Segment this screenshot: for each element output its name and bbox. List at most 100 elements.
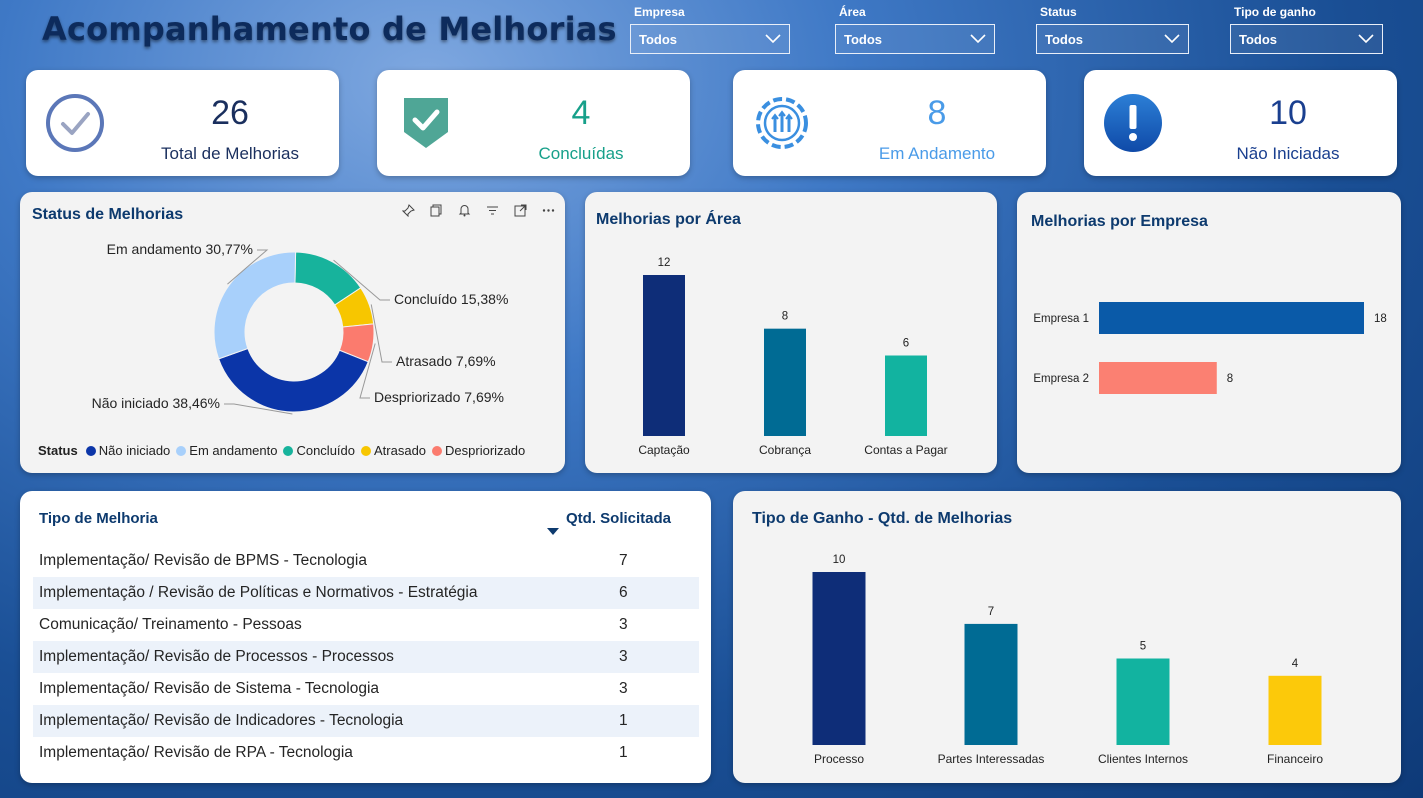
bell-icon[interactable] (455, 202, 473, 218)
table-row[interactable]: Implementação/ Revisão de Indicadores - … (33, 705, 699, 737)
kpi-label: Não Iniciadas (1236, 144, 1340, 163)
filter-icon[interactable] (483, 202, 501, 218)
table-row[interactable]: Implementação/ Revisão de RPA - Tecnolog… (33, 737, 699, 769)
sort-desc-icon[interactable] (547, 528, 559, 536)
category-label: Financeiro (1267, 752, 1323, 766)
bar[interactable] (643, 275, 685, 436)
data-label: 4 (1292, 658, 1299, 670)
exclamation-icon (1104, 94, 1162, 152)
chevron-down-icon (1164, 34, 1180, 44)
tipo-ganho-dropdown[interactable]: Todos (1230, 24, 1383, 54)
kpi-value: 10 (1269, 94, 1307, 132)
legend-label: Em andamento (189, 443, 278, 458)
legend-item[interactable]: Atrasado (361, 443, 426, 458)
category-label: Contas a Pagar (864, 443, 947, 457)
cell-tipo: Implementação/ Revisão de BPMS - Tecnolo… (39, 552, 367, 569)
card-title: Melhorias por Área (596, 211, 741, 228)
data-label: Concluído 15,38% (394, 291, 508, 307)
legend-title: Status (38, 443, 78, 458)
legend-label: Despriorizado (445, 443, 526, 458)
legend-label: Não iniciado (98, 443, 171, 458)
shield-check-icon (404, 98, 448, 148)
kpi-label: Concluídas (538, 144, 624, 163)
donut-slice-0[interactable] (218, 347, 369, 413)
legend-dot-icon (283, 445, 294, 456)
area-card: Melhorias por Área 12 Captação 8 Cobrança 6 C… (585, 192, 997, 473)
cell-qtd: 3 (619, 648, 628, 665)
legend-label: Atrasado (374, 443, 427, 458)
legend-item[interactable]: Despriorizado (432, 443, 525, 458)
legend-item[interactable]: Não iniciado (85, 443, 171, 458)
cell-tipo: Implementação/ Revisão de RPA - Tecnolog… (39, 744, 353, 761)
data-label: 18 (1374, 313, 1387, 325)
bar[interactable] (812, 572, 866, 745)
filter-tipo-ganho: Tipo de ganho Todos (1230, 4, 1383, 54)
data-label: 5 (1140, 641, 1146, 653)
more-options-icon[interactable] (539, 202, 557, 218)
bar[interactable] (764, 328, 806, 436)
kpi-label: Em Andamento (878, 144, 996, 163)
dropdown-value: Todos (639, 31, 678, 47)
cell-qtd: 3 (619, 680, 628, 697)
leader-line (224, 403, 293, 415)
table-header-tipo[interactable]: Tipo de Melhoria (39, 510, 158, 527)
category-label: Partes Interessadas (938, 752, 1045, 766)
card-title: Melhorias por Empresa (1031, 213, 1208, 230)
status-card: Status de Melhorias Não iniciado 38,46% E… (20, 192, 565, 473)
kpi-nao-iniciadas: 10 Não Iniciadas (1084, 70, 1397, 176)
gear-progress-icon (756, 97, 808, 149)
data-label: Atrasado 7,69% (396, 353, 496, 369)
kpi-andamento: 8 Em Andamento (733, 70, 1046, 176)
cell-tipo: Implementação/ Revisão de Processos - Pr… (39, 648, 394, 665)
tipo-melhoria-table: Tipo de Melhoria Qtd. Solicitada Impleme… (20, 491, 711, 783)
kpi-value: 8 (927, 94, 947, 132)
chevron-down-icon (970, 34, 986, 44)
empresa-card: Melhorias por Empresa Empresa 1 18 Empresa… (1017, 192, 1401, 473)
status-dropdown[interactable]: Todos (1036, 24, 1189, 54)
bar[interactable] (964, 623, 1018, 745)
dropdown-value: Todos (1239, 31, 1278, 47)
table-row[interactable]: Implementação/ Revisão de Sistema - Tecn… (33, 673, 699, 705)
filter-label: Empresa (634, 5, 685, 19)
legend-dot-icon (176, 445, 187, 456)
leader-line (359, 343, 376, 399)
table-row[interactable]: Implementação / Revisão de Políticas e N… (33, 577, 699, 609)
category-label: Empresa 2 (1033, 373, 1089, 385)
bar[interactable] (1099, 362, 1217, 394)
cell-tipo: Implementação / Revisão de Políticas e N… (39, 584, 478, 601)
donut-slice-1[interactable] (213, 251, 297, 360)
filter-label: Tipo de ganho (1234, 5, 1316, 19)
filter-empresa: Empresa Todos (630, 4, 790, 54)
area-dropdown[interactable]: Todos (835, 24, 995, 54)
pin-icon[interactable] (399, 202, 417, 218)
data-label: 12 (658, 257, 671, 269)
category-label: Clientes Internos (1098, 752, 1188, 766)
bar[interactable] (1268, 675, 1322, 745)
ganho-bar-chart: 10 Processo 7 Partes Interessadas 5 Clientes … (812, 554, 1323, 766)
kpi-label: Total de Melhorias (161, 144, 299, 163)
data-label: 10 (833, 554, 846, 566)
chart-legend: Status Não iniciado Em andamento Concluído… (38, 443, 525, 458)
copy-icon[interactable] (427, 202, 445, 218)
table-row[interactable]: Implementação/ Revisão de BPMS - Tecnolo… (33, 545, 699, 577)
chevron-down-icon (765, 34, 781, 44)
data-label: 6 (903, 338, 909, 350)
ganho-card: Tipo de Ganho - Qtd. de Melhorias 10 Proc… (733, 491, 1401, 783)
cell-tipo: Implementação/ Revisão de Indicadores - … (39, 712, 404, 729)
cell-qtd: 3 (619, 616, 628, 633)
table-header-qtd[interactable]: Qtd. Solicitada (566, 510, 672, 527)
cell-tipo: Comunicação/ Treinamento - Pessoas (39, 616, 302, 633)
bar[interactable] (1099, 302, 1364, 334)
check-circle-icon (46, 94, 104, 152)
legend-item[interactable]: Concluído (283, 443, 355, 458)
table-row[interactable]: Comunicação/ Treinamento - Pessoas 3 (33, 609, 699, 641)
page-title: Acompanhamento de Melhorias (42, 10, 617, 48)
bar[interactable] (885, 355, 927, 437)
bar[interactable] (1116, 658, 1170, 746)
focus-mode-icon[interactable] (511, 202, 529, 218)
filter-label: Área (839, 5, 866, 19)
area-bar-chart: 12 Captação 8 Cobrança 6 Contas a Pagar (638, 257, 947, 457)
empresa-dropdown[interactable]: Todos (630, 24, 790, 54)
table-row[interactable]: Implementação/ Revisão de Processos - Pr… (33, 641, 699, 673)
legend-item[interactable]: Em andamento (176, 443, 277, 458)
